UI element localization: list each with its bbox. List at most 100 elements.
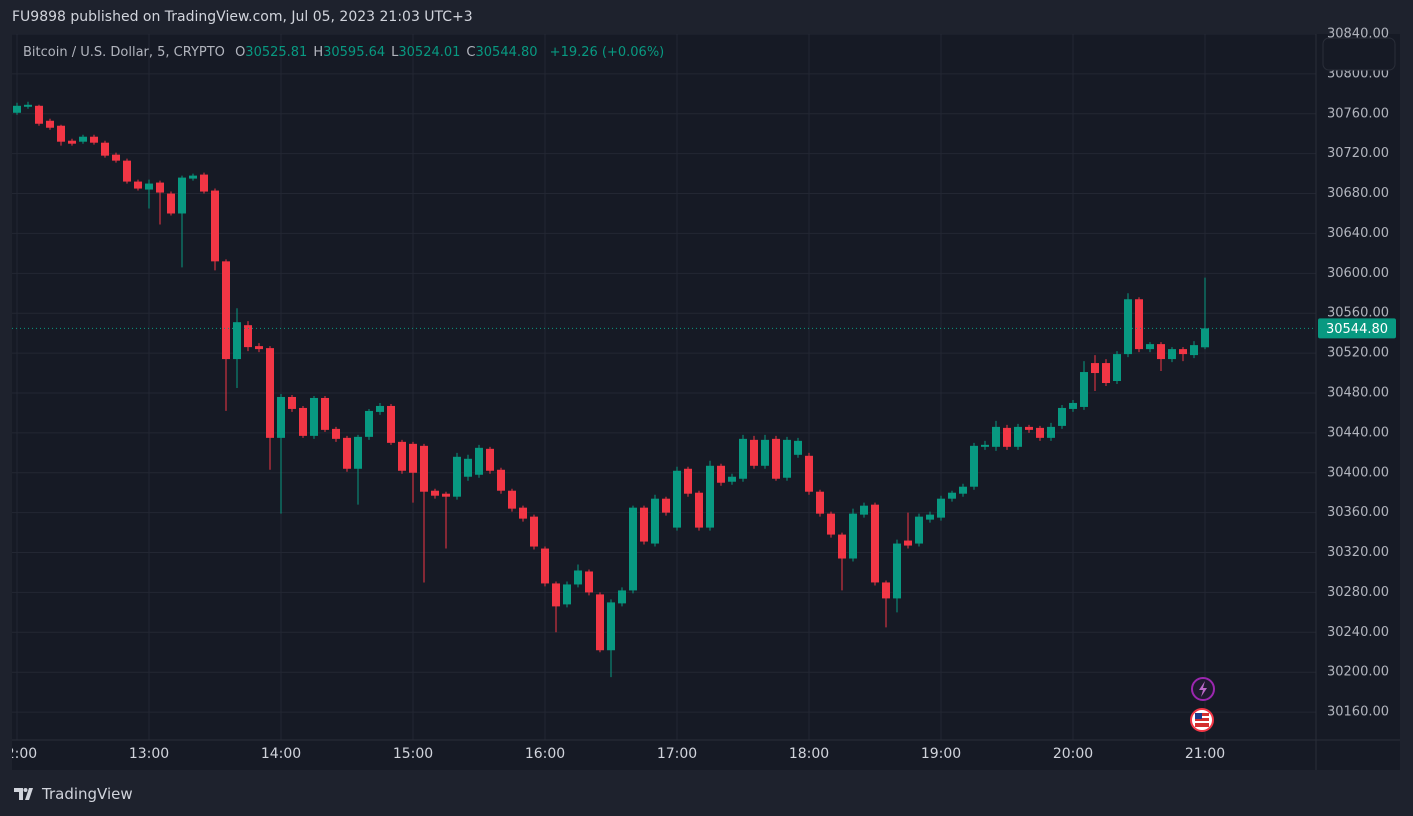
x-tick-label: 13:00 [129, 746, 169, 762]
candle-body [376, 405, 384, 412]
candle-body [123, 160, 131, 182]
candle-body [453, 456, 461, 497]
candle-body [1091, 363, 1099, 374]
y-tick-label: 30200.00 [1327, 665, 1389, 680]
candle-body [893, 543, 901, 599]
candle-body [981, 444, 989, 447]
candle-body [200, 174, 208, 192]
candle-body [398, 441, 406, 471]
candle-body [145, 183, 153, 190]
legend-value: 30524.01 [398, 45, 461, 60]
candle-body [167, 193, 175, 214]
candle-body [420, 445, 428, 492]
legend-value: 30595.64 [323, 45, 386, 60]
y-tick-label: 30160.00 [1327, 705, 1389, 720]
y-tick-label: 30640.00 [1327, 226, 1389, 241]
candle-body [871, 504, 879, 583]
flag-stripe [1195, 721, 1209, 723]
candle-body [156, 182, 164, 193]
x-tick-label: 21:00 [1185, 746, 1225, 762]
candle-body [1058, 407, 1066, 426]
candle-body [35, 105, 43, 124]
candle-body [827, 513, 835, 535]
candle-body [112, 154, 120, 161]
x-tick-label: 15:00 [393, 746, 433, 762]
candle-body [1102, 363, 1110, 384]
ohlc-legend: O30525.81 H30595.64 L30524.01 C30544.80 [229, 45, 537, 60]
y-tick-label: 30520.00 [1327, 346, 1389, 361]
symbol-legend: Bitcoin / U.S. Dollar, 5, CRYPTO O30525.… [23, 45, 664, 60]
candle-body [673, 470, 681, 528]
candle-body [101, 142, 109, 156]
candle-body [1113, 354, 1121, 382]
candle-body [442, 493, 450, 497]
candle-body [1069, 402, 1077, 409]
candle-body [233, 322, 241, 360]
candle-body [651, 498, 659, 544]
candle-body [1036, 427, 1044, 438]
candle-body [475, 447, 483, 475]
candle-body [24, 104, 32, 107]
candle-body [508, 490, 516, 509]
candle-body [860, 505, 868, 515]
y-tick-label: 30440.00 [1327, 425, 1389, 440]
candle-body [354, 436, 362, 469]
chart-background [12, 34, 1400, 770]
candle-body [937, 498, 945, 518]
candle-body [57, 125, 65, 142]
y-tick-label: 30360.00 [1327, 505, 1389, 520]
candle-body [299, 407, 307, 436]
candle-body [178, 177, 186, 214]
candle-body [1157, 344, 1165, 360]
y-tick-label: 30560.00 [1327, 306, 1389, 321]
candle-body [629, 507, 637, 591]
y-tick-label: 30680.00 [1327, 186, 1389, 201]
flag-canton [1195, 713, 1202, 719]
candle-body [739, 438, 747, 479]
candle-body [761, 439, 769, 466]
change-label: +19.26 (+0.06%) [549, 45, 665, 60]
footer: TradingView [14, 785, 133, 803]
candle-body [563, 584, 571, 605]
candle-body [1201, 328, 1209, 348]
legend-value: 30525.81 [245, 45, 308, 60]
candle-body [288, 396, 296, 409]
candle-body [1168, 349, 1176, 360]
candle-body [640, 507, 648, 542]
candle-body [530, 516, 538, 547]
y-tick-label: 30720.00 [1327, 146, 1389, 161]
settings-button[interactable] [1322, 37, 1396, 71]
candle-body [552, 583, 560, 607]
candle-body [497, 469, 505, 491]
candle-body [310, 397, 318, 436]
candle-body [794, 440, 802, 455]
candle-body [365, 410, 373, 437]
candle-body [992, 426, 1000, 447]
candle-body [1190, 345, 1198, 356]
candle-body [904, 540, 912, 546]
candle-body [343, 437, 351, 469]
legend-key: L [391, 45, 399, 60]
candle-body [277, 396, 285, 438]
candle-body [926, 514, 934, 520]
brand-name: TradingView [42, 785, 133, 803]
last-price-badge [1318, 318, 1396, 339]
candle-body [266, 348, 274, 438]
candle-body [695, 492, 703, 528]
x-tick-label: 18:00 [789, 746, 829, 762]
candle-body [68, 140, 76, 144]
candle-body [431, 490, 439, 496]
symbol-name: Bitcoin / U.S. Dollar, 5, CRYPTO [23, 45, 225, 60]
candle-body [574, 570, 582, 585]
x-tick-label: 19:00 [921, 746, 961, 762]
x-tick-label: 16:00 [525, 746, 565, 762]
candle-body [1146, 344, 1154, 350]
candle-body [684, 468, 692, 494]
candle-body [90, 136, 98, 143]
legend-key: H [313, 45, 324, 60]
legend-key: O [235, 45, 246, 60]
candle-body [1080, 372, 1088, 407]
candle-body [321, 397, 329, 430]
